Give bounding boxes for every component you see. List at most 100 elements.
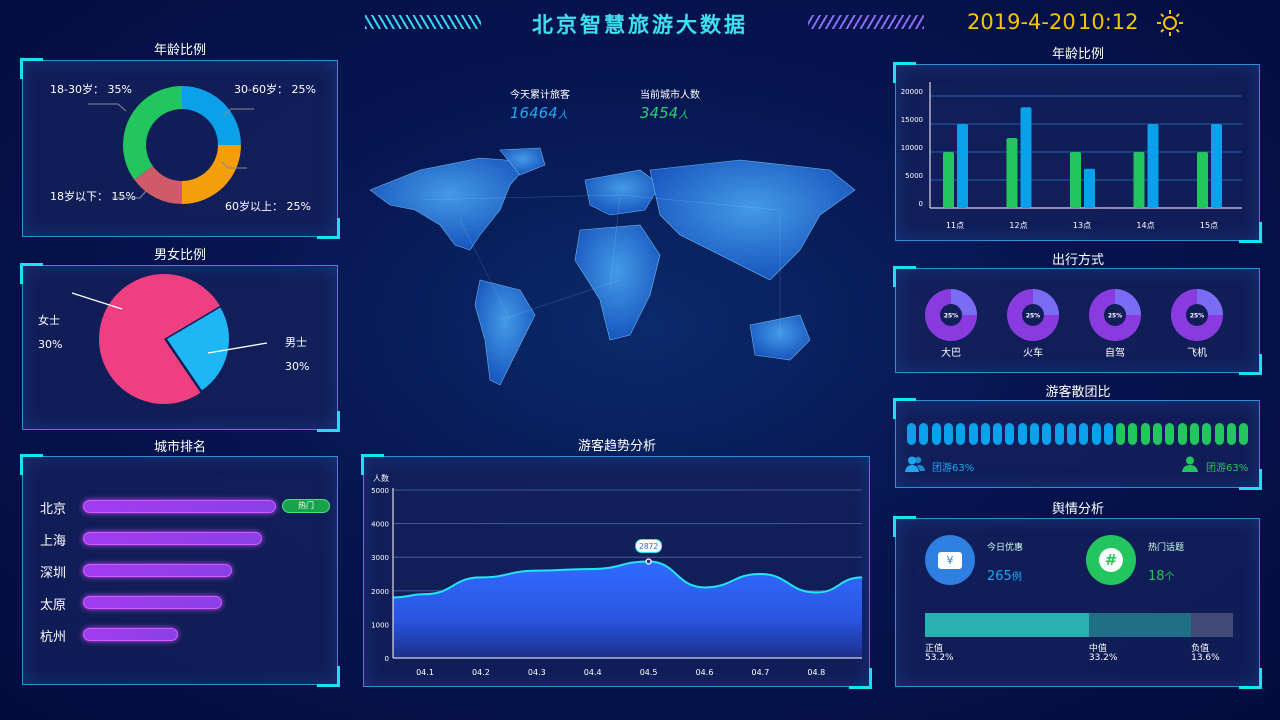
stat-total-visitors: 今天累计旅客 16464人 <box>510 86 570 122</box>
x-tick-label: 12点 <box>1009 221 1027 230</box>
x-tick-label: 04.3 <box>528 668 546 677</box>
y-tick-label: 5000 <box>371 487 389 495</box>
pill-blue <box>1054 423 1064 445</box>
pill-blue <box>1017 423 1027 445</box>
pill-blue <box>968 423 978 445</box>
group-right-label: 团游63% <box>1206 463 1249 474</box>
y-tick-label: 2000 <box>371 588 389 596</box>
bar <box>1006 138 1018 208</box>
donut-label: 30-60岁： 25% <box>234 82 316 96</box>
ticket-yen-icon: ¥ <box>925 535 975 585</box>
y-tick-label: 5000 <box>905 172 923 180</box>
pie-label: 男士 <box>285 336 307 349</box>
map-south-america <box>474 279 536 386</box>
city-bar <box>83 564 232 577</box>
transport-ring-rest <box>1171 289 1223 341</box>
x-tick-label: 13点 <box>1073 221 1091 230</box>
pill-blue <box>919 423 929 445</box>
gender-panel-title: 男女比例 <box>153 248 206 263</box>
sun-icon <box>1157 10 1183 36</box>
city-name: 深圳 <box>40 566 67 581</box>
sentiment-card-value: 18 <box>1148 569 1165 584</box>
world-map <box>369 147 856 386</box>
bar <box>1084 168 1095 208</box>
city-bar <box>83 596 222 609</box>
pie-value: 30% <box>285 360 309 373</box>
x-tick-label: 04.5 <box>640 668 658 677</box>
map-africa <box>574 224 661 341</box>
sentiment-label: 正值 <box>925 644 944 654</box>
transport-ring-value <box>951 289 977 315</box>
y-tick-label: 4000 <box>371 521 389 529</box>
page-title: 北京智慧旅游大数据 <box>532 13 748 37</box>
city-name: 上海 <box>40 534 67 549</box>
x-tick-label: 04.4 <box>584 668 602 677</box>
header-stripes-left <box>365 15 481 29</box>
transport-ring-rest <box>925 289 977 341</box>
transport-ring-rest <box>1089 289 1141 341</box>
map-asia <box>649 159 856 281</box>
x-tick-label: 04.2 <box>472 668 490 677</box>
city-bar <box>83 628 178 641</box>
donut-label: 60岁以上： 25% <box>225 199 311 213</box>
transport-label: 大巴 <box>941 346 961 359</box>
y-tick-label: 0 <box>385 655 389 663</box>
pill-green <box>1214 423 1224 445</box>
gender-pie-chart: 女士 30% 男士 30% <box>38 274 309 404</box>
pill-green <box>1153 423 1162 445</box>
pill-blue <box>1042 423 1052 445</box>
x-tick-label: 14点 <box>1136 221 1154 230</box>
user-icon <box>1182 456 1198 472</box>
x-tick-label: 11点 <box>946 221 964 230</box>
pill-green <box>1202 423 1212 445</box>
pill-blue <box>1005 423 1015 445</box>
city-panel-title: 城市排名 <box>153 440 206 455</box>
sentiment-stacked-bar <box>925 613 1233 637</box>
y-tick-label: 3000 <box>371 554 389 562</box>
trend-panel-title: 游客趋势分析 <box>577 439 656 454</box>
group-left-label: 团游63% <box>932 463 975 474</box>
pie-leader-line <box>71 292 123 310</box>
sentiment-segment <box>925 613 1089 637</box>
hourly-panel-title: 年龄比例 <box>1051 47 1104 62</box>
sentiment-segment <box>1191 613 1233 637</box>
pill-green <box>1226 423 1236 445</box>
stat-label: 今天累计旅客 <box>510 90 570 101</box>
pill-blue <box>931 423 941 445</box>
sentiment-card-unit: 个 <box>1164 572 1175 583</box>
pill-blue <box>1091 423 1101 445</box>
trend-line <box>392 560 863 599</box>
transport-donuts: 25% 大巴 25% 火车 25% 自驾 25% 飞机 <box>925 289 1223 359</box>
age-panel-title: 年龄比例 <box>153 43 206 58</box>
y-tick-label: 20000 <box>901 88 923 96</box>
donut-slice <box>134 166 182 204</box>
stat-label: 当前城市人数 <box>640 90 700 101</box>
city-bar <box>83 500 276 513</box>
bar <box>1147 124 1159 208</box>
pill-green <box>1239 423 1249 445</box>
bar <box>957 124 968 208</box>
donut-label: 18岁以下： 15% <box>50 189 136 203</box>
x-tick-label: 04.6 <box>696 668 714 677</box>
transport-percent: 25% <box>1190 313 1204 320</box>
pie-slice-female <box>99 274 220 404</box>
trend-area <box>393 561 862 658</box>
sentiment-value: 13.6% <box>1191 653 1220 663</box>
stat-unit: 人 <box>678 110 689 121</box>
sentiment-value: 53.2% <box>925 653 954 663</box>
donut-leader-line <box>112 190 147 199</box>
donut-leader-line <box>223 108 254 117</box>
header-stripes-right <box>808 15 924 29</box>
transport-ring-value <box>1197 289 1223 315</box>
y-axis-label: 人数 <box>373 473 389 483</box>
sentiment-card-label: 今日优惠 <box>987 543 1024 553</box>
pill-green <box>1165 423 1175 445</box>
donut-leader-line <box>88 103 127 112</box>
age-donut-chart: 30-60岁： 25% 60岁以上： 25% 18岁以下： 15% 18-30岁： 3… <box>50 82 316 213</box>
pill-green <box>1177 423 1187 445</box>
sentiment-card-label: 热门话题 <box>1148 543 1185 553</box>
pill-blue <box>1079 423 1089 445</box>
city-bar <box>83 532 263 545</box>
highlight-value: 2872 <box>639 542 658 551</box>
pie-leader-line <box>207 342 268 354</box>
